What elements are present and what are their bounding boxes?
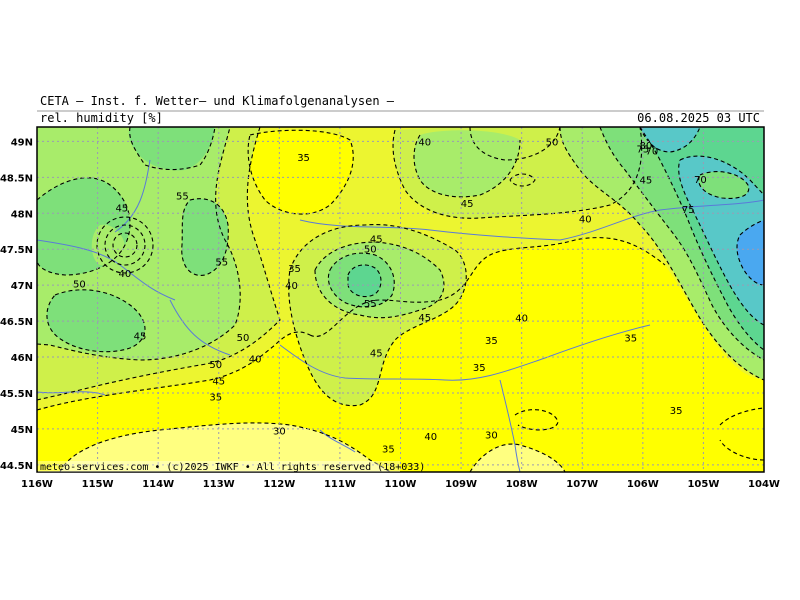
contour-label: 35 xyxy=(473,363,486,374)
lon-tick-label: 112W xyxy=(263,479,295,490)
lon-tick-label: 110W xyxy=(385,479,417,490)
rh-75-northeast xyxy=(640,127,700,152)
contour-label: 45 xyxy=(461,199,474,210)
rh-65-central xyxy=(348,264,381,297)
contour-label: 40 xyxy=(579,214,592,225)
contour-label: 30 xyxy=(273,426,286,437)
rh-85-east xyxy=(737,220,764,285)
lat-tick-label: 49N xyxy=(11,137,33,148)
contour-label: 45 xyxy=(418,313,431,324)
latitude-ticks: 49N 48.5N 48N 47.5N 47N 46.5N 46N 45.5N 45N 44.5N xyxy=(0,137,33,471)
contour-label: 45 xyxy=(370,349,383,360)
rh-55-west-ne xyxy=(128,127,215,171)
contour-label: 55 xyxy=(176,191,189,202)
lon-tick-label: 116W xyxy=(21,479,53,490)
lat-tick-label: 46.5N xyxy=(0,317,33,328)
contour-label: 40 xyxy=(249,354,262,365)
rh-55-mid xyxy=(181,198,229,276)
longitude-ticks: 116W 115W 114W 113W 112W 111W 110W 109W 108W 107W… xyxy=(21,479,780,490)
lat-tick-label: 48.5N xyxy=(0,173,33,184)
contour-label: 70 xyxy=(694,175,707,186)
contour-label: 45 xyxy=(115,204,128,215)
lon-tick-label: 111W xyxy=(324,479,356,490)
footer-backdrop xyxy=(38,461,400,472)
lon-tick-label: 114W xyxy=(142,479,174,490)
lat-tick-label: 48N xyxy=(11,209,33,220)
rh-50-northeast xyxy=(414,130,520,197)
contour-label: 35 xyxy=(624,334,637,345)
contour-label: 50 xyxy=(546,137,559,148)
lon-tick-label: 113W xyxy=(203,479,235,490)
lon-tick-label: 107W xyxy=(566,479,598,490)
contour-label: 40 xyxy=(118,269,131,280)
contour-label: 35 xyxy=(288,264,301,275)
contour-label: 70 xyxy=(646,147,659,158)
lat-tick-label: 45N xyxy=(11,425,33,436)
lat-tick-label: 47N xyxy=(11,281,33,292)
lat-tick-label: 46N xyxy=(11,353,33,364)
valid-time: 06.08.2025 03 UTC xyxy=(637,111,760,125)
parameter-label: rel. humidity [%] xyxy=(40,111,163,125)
lon-tick-label: 108W xyxy=(506,479,538,490)
contour-label: 40 xyxy=(418,137,431,148)
lat-tick-label: 47.5N xyxy=(0,245,33,256)
contour-label: 75 xyxy=(636,145,649,156)
contour-label: 35 xyxy=(209,393,222,404)
contour-label: 35 xyxy=(670,406,683,417)
lon-tick-label: 115W xyxy=(82,479,114,490)
humidity-field xyxy=(37,127,764,472)
contour-label: 40 xyxy=(285,281,298,292)
graticule xyxy=(37,127,764,472)
lat-tick-label: 45.5N xyxy=(0,389,33,400)
rh-35-north xyxy=(248,130,354,215)
rh-65-west xyxy=(91,224,125,266)
contour-label: 45 xyxy=(212,377,225,388)
contour-label: 55 xyxy=(215,257,228,268)
lon-tick-label: 109W xyxy=(445,479,477,490)
contour-label: 30 xyxy=(485,431,498,442)
contour-label: 40 xyxy=(515,313,528,324)
contour-label: 40 xyxy=(424,432,437,443)
contour-label: 35 xyxy=(297,153,310,164)
contour-label: 45 xyxy=(134,331,147,342)
map-header-title: CETA — Inst. f. Wetter— und Klimafolgena… xyxy=(40,94,395,108)
lon-tick-label: 104W xyxy=(748,479,780,490)
copyright-footer: meteo-services.com • (c)2025 IWKF • All … xyxy=(40,462,425,473)
contour-label: 50 xyxy=(237,333,250,344)
contour-label: 45 xyxy=(639,175,652,186)
contour-lines xyxy=(37,127,764,472)
rh-75-east xyxy=(678,156,764,325)
lon-tick-label: 105W xyxy=(687,479,719,490)
contour-label: 75 xyxy=(682,205,695,216)
contour-label: 45 xyxy=(370,234,383,245)
contour-label: 35 xyxy=(382,444,395,455)
contour-label: 55 xyxy=(364,299,377,310)
rivers xyxy=(37,159,764,472)
map-frame xyxy=(36,126,765,473)
contour-label: 35 xyxy=(485,336,498,347)
contour-label: 50 xyxy=(73,280,86,291)
rh-30-region xyxy=(60,422,390,472)
rh-55-west-south xyxy=(46,289,146,352)
rh-70-inner xyxy=(698,171,749,199)
lat-tick-label: 44.5N xyxy=(0,461,33,472)
lon-tick-label: 106W xyxy=(627,479,659,490)
contour-label: 50 xyxy=(364,244,377,255)
contour-label: 50 xyxy=(209,360,222,371)
contour-label: 80 xyxy=(639,141,652,152)
